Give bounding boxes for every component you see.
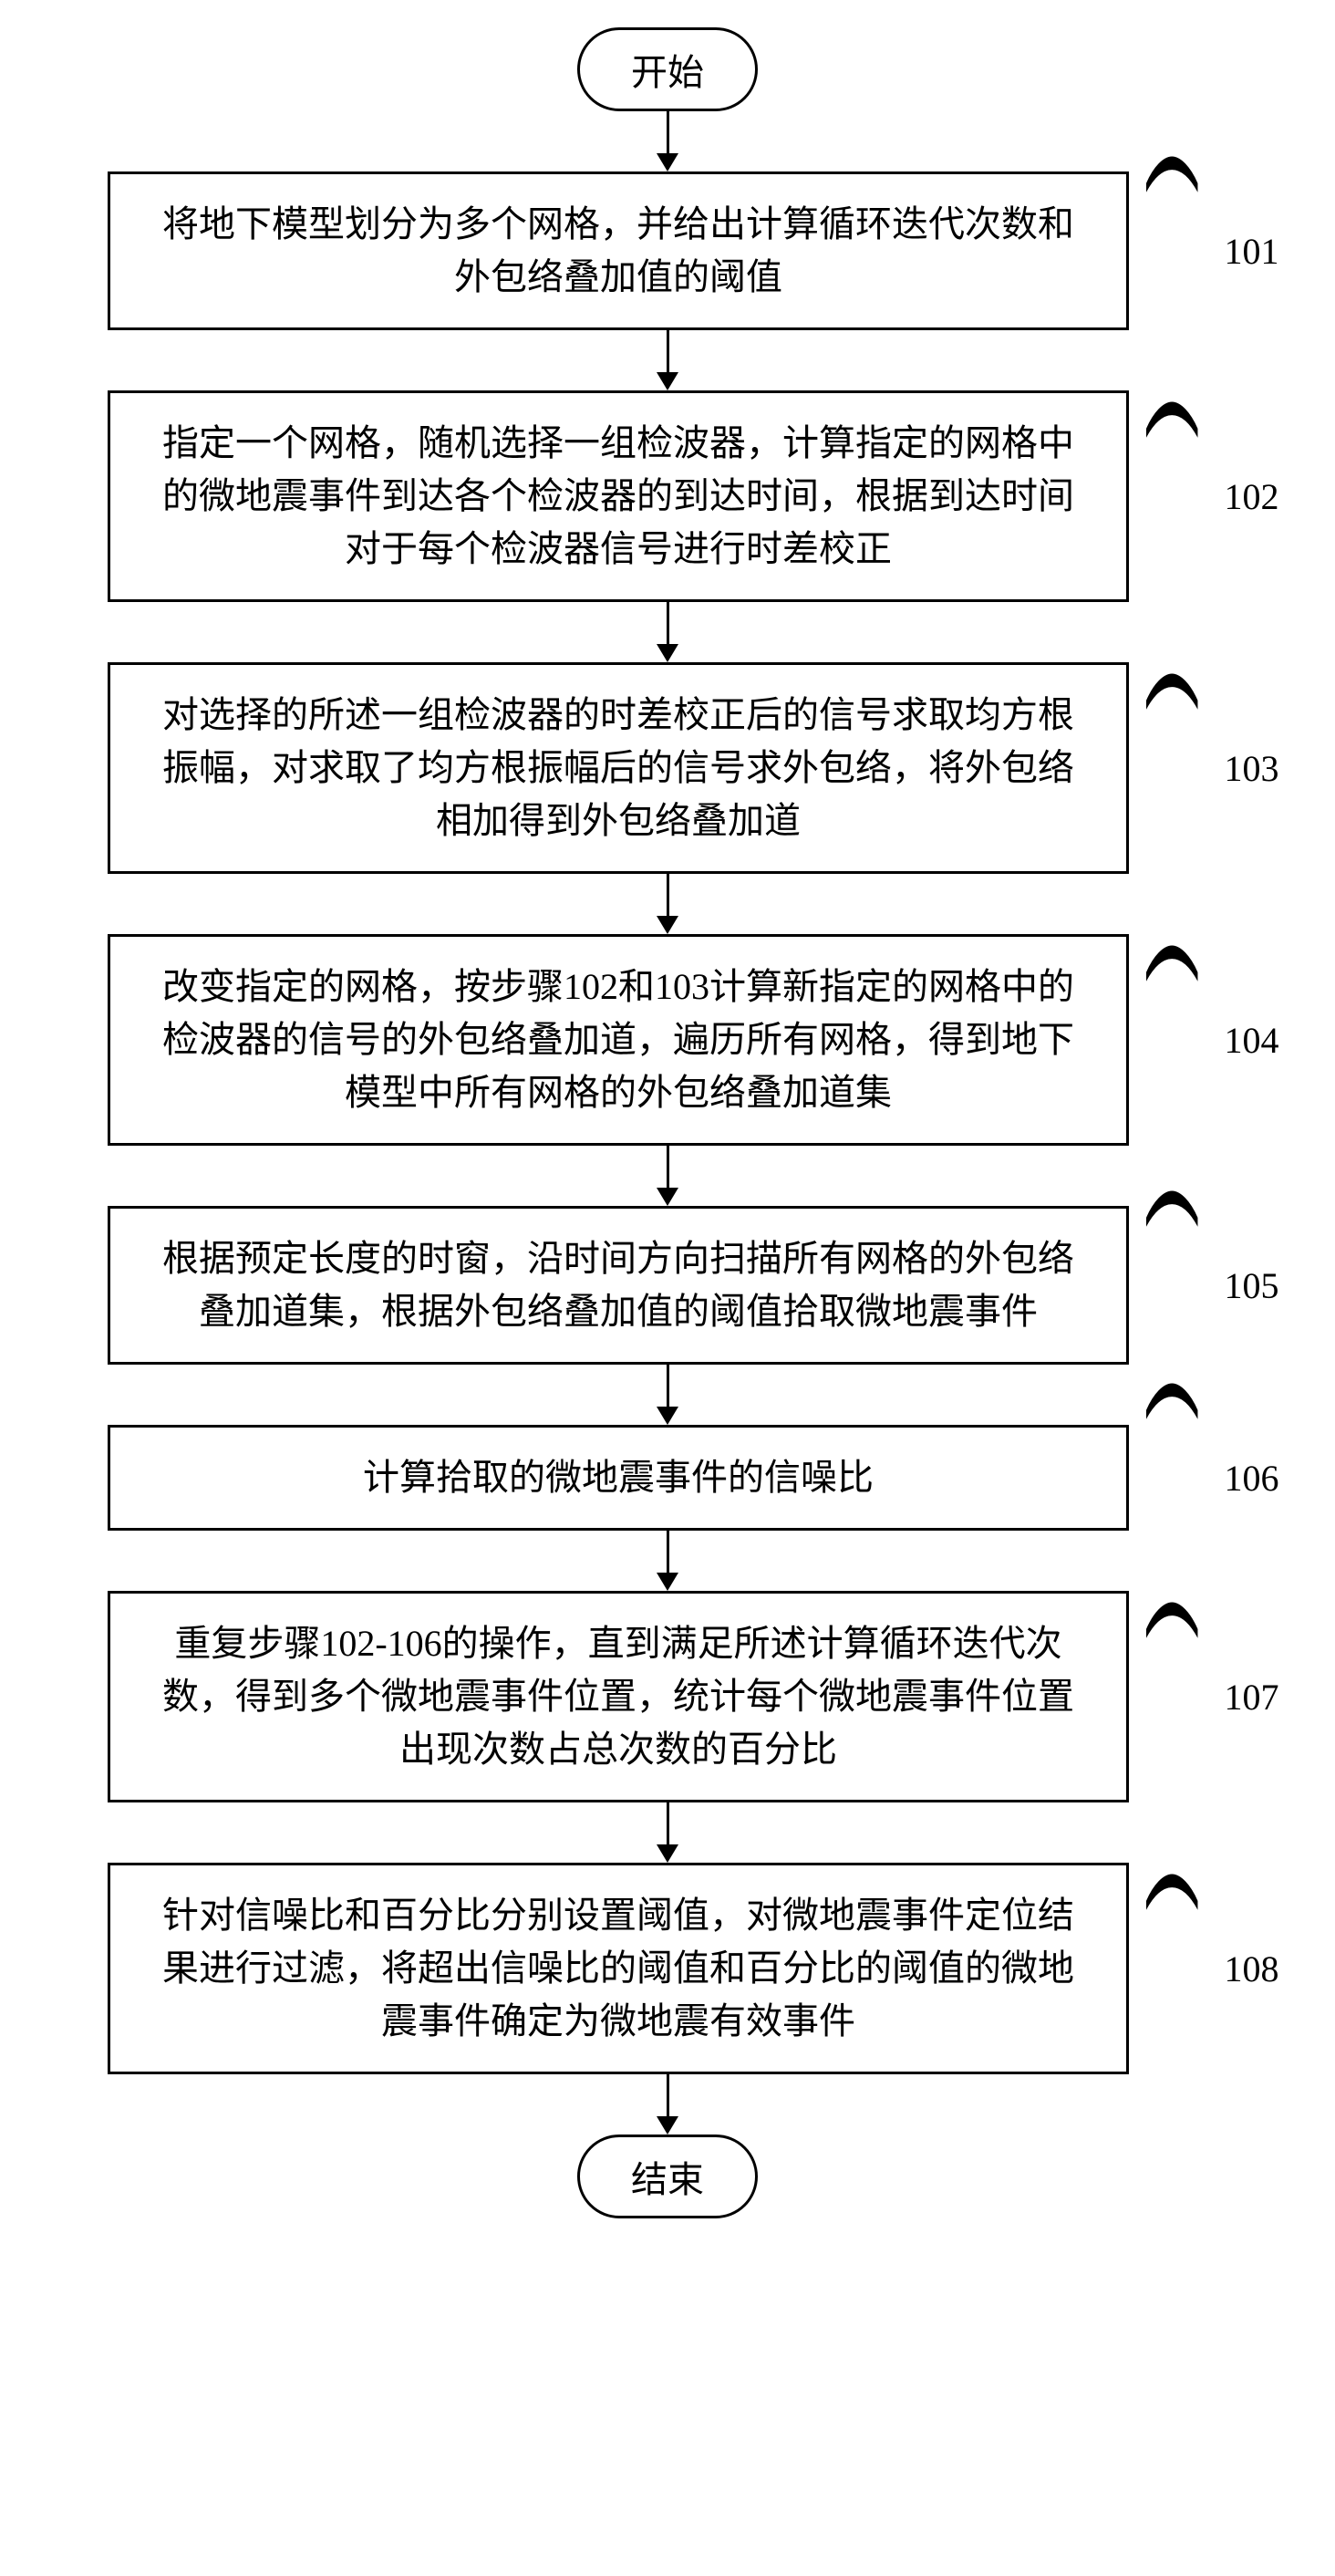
arrow-down (657, 1802, 678, 1863)
arrow-down (657, 1365, 678, 1425)
step-label: ⏜101 (1154, 230, 1300, 273)
arrow-down (657, 1146, 678, 1206)
step-number: 102 (1224, 475, 1278, 518)
step-label: ⏜105 (1154, 1264, 1300, 1307)
step-row-102: 指定一个网格，随机选择一组检波器，计算指定的网格中的微地震事件到达各个检波器的到… (0, 390, 1335, 602)
step-number: 101 (1224, 230, 1278, 273)
step-label: ⏜107 (1154, 1676, 1300, 1719)
arrow-down (657, 874, 678, 934)
step-label: ⏜102 (1154, 475, 1300, 518)
step-row-108: 针对信噪比和百分比分别设置阈值，对微地震事件定位结果进行过滤，将超出信噪比的阈值… (0, 1863, 1335, 2074)
step-number: 104 (1224, 1019, 1278, 1062)
terminal-end: 结束 (577, 2135, 758, 2218)
step-label: ⏜108 (1154, 1948, 1300, 1990)
step-label: ⏜106 (1154, 1457, 1300, 1500)
arrow-down (657, 1531, 678, 1591)
terminal-start: 开始 (577, 27, 758, 111)
arrow-down (657, 602, 678, 662)
arrow-down (657, 330, 678, 390)
arrow-down (657, 2074, 678, 2135)
process-box: 指定一个网格，随机选择一组检波器，计算指定的网格中的微地震事件到达各个检波器的到… (108, 390, 1129, 602)
step-row-103: 对选择的所述一组检波器的时差校正后的信号求取均方根振幅，对求取了均方根振幅后的信… (0, 662, 1335, 874)
arrow-down (657, 111, 678, 171)
step-row-105: 根据预定长度的时窗，沿时间方向扫描所有网格的外包络叠加道集，根据外包络叠加值的阈… (0, 1206, 1335, 1365)
step-label: ⏜103 (1154, 747, 1300, 790)
step-row-104: 改变指定的网格，按步骤102和103计算新指定的网格中的检波器的信号的外包络叠加… (0, 934, 1335, 1146)
process-box: 根据预定长度的时窗，沿时间方向扫描所有网格的外包络叠加道集，根据外包络叠加值的阈… (108, 1206, 1129, 1365)
step-row-101: 将地下模型划分为多个网格，并给出计算循环迭代次数和外包络叠加值的阈值 ⏜101 (0, 171, 1335, 330)
step-number: 105 (1224, 1264, 1278, 1307)
step-number: 107 (1224, 1676, 1278, 1719)
step-label: ⏜104 (1154, 1019, 1300, 1062)
process-box: 重复步骤102-106的操作，直到满足所述计算循环迭代次数，得到多个微地震事件位… (108, 1591, 1129, 1802)
process-box: 将地下模型划分为多个网格，并给出计算循环迭代次数和外包络叠加值的阈值 (108, 171, 1129, 330)
step-number: 103 (1224, 747, 1278, 790)
process-box: 改变指定的网格，按步骤102和103计算新指定的网格中的检波器的信号的外包络叠加… (108, 934, 1129, 1146)
step-number: 106 (1224, 1457, 1278, 1500)
step-row-107: 重复步骤102-106的操作，直到满足所述计算循环迭代次数，得到多个微地震事件位… (0, 1591, 1335, 1802)
process-box: 针对信噪比和百分比分别设置阈值，对微地震事件定位结果进行过滤，将超出信噪比的阈值… (108, 1863, 1129, 2074)
step-number: 108 (1224, 1948, 1278, 1990)
process-box: 计算拾取的微地震事件的信噪比 (108, 1425, 1129, 1531)
process-box: 对选择的所述一组检波器的时差校正后的信号求取均方根振幅，对求取了均方根振幅后的信… (108, 662, 1129, 874)
step-row-106: 计算拾取的微地震事件的信噪比 ⏜106 (0, 1425, 1335, 1531)
